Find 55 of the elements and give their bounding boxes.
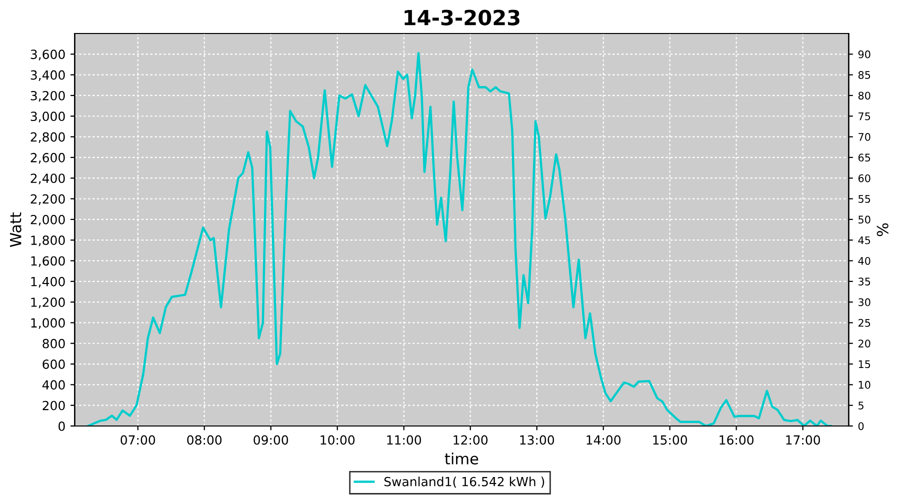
y-tick-label: 600 xyxy=(42,360,65,369)
y-tick-label: 400 xyxy=(42,380,65,390)
x-tick-label: 17:00 xyxy=(786,435,820,445)
x-axis-title: time xyxy=(444,452,478,465)
chart-title: 14-3-2023 xyxy=(404,10,520,26)
y-tick-label: 200 xyxy=(42,400,65,410)
y2-tick-label: 10 xyxy=(858,380,870,389)
x-tick-label: 15:00 xyxy=(653,435,688,445)
y2-tick-label: 70 xyxy=(858,133,870,141)
x-tick-label: 09:00 xyxy=(254,435,288,445)
legend-label: Swanland1( 16.542 kWh ) xyxy=(384,476,544,488)
y2-tick-label: 15 xyxy=(858,360,870,368)
x-tick-label: 13:00 xyxy=(520,435,554,445)
x-tick-label: 07:00 xyxy=(120,435,156,445)
y2-tick-label: 85 xyxy=(858,71,870,79)
y2-tick-label: 35 xyxy=(858,278,870,286)
y-tick-label: 1,600 xyxy=(31,256,65,267)
y2-tick-label: 30 xyxy=(858,298,870,306)
y-tick-label: 3,200 xyxy=(30,90,65,102)
x-tick-label: 11:00 xyxy=(387,435,422,445)
y2-tick-label: 80 xyxy=(858,92,870,100)
y2-axis-title: % xyxy=(876,223,888,236)
x-tick-label: 14:00 xyxy=(586,435,621,445)
y-tick-label: 1,200 xyxy=(31,298,65,308)
x-tick-label: 16:00 xyxy=(720,435,754,445)
y2-tick-label: 75 xyxy=(858,112,870,120)
y-tick-label: 2,400 xyxy=(30,174,65,184)
y2-tick-label: 65 xyxy=(858,154,870,162)
y-tick-label: 2,200 xyxy=(30,194,65,205)
x-tick-label: 10:00 xyxy=(320,435,355,445)
y-tick-label: 3,000 xyxy=(30,112,65,122)
y-tick-label: 1,400 xyxy=(31,276,65,288)
y-tick-label: 2,600 xyxy=(30,152,65,164)
y2-tick-label: 45 xyxy=(858,236,870,244)
y2-tick-label: 25 xyxy=(858,318,870,327)
y2-tick-label: 0 xyxy=(858,422,864,430)
y2-tick-label: 55 xyxy=(858,195,870,203)
y-tick-label: 2,800 xyxy=(30,132,65,143)
y-tick-label: 1,000 xyxy=(31,318,65,329)
x-tick-label: 12:00 xyxy=(454,435,488,445)
y2-tick-label: 5 xyxy=(858,402,864,410)
y-tick-label: 3,600 xyxy=(30,50,65,60)
y-tick-label: 1,800 xyxy=(31,236,65,246)
x-tick-label: 08:00 xyxy=(187,435,222,445)
y-tick-label: 3,400 xyxy=(30,70,65,82)
y-tick-label: 2,000 xyxy=(30,214,65,226)
y-tick-label: 0 xyxy=(58,421,65,431)
y2-tick-label: 60 xyxy=(858,174,870,182)
line-series xyxy=(86,52,832,426)
y-tick-label: 800 xyxy=(42,338,65,348)
y2-tick-label: 90 xyxy=(858,50,870,58)
y-axis-title: Watt xyxy=(10,212,22,247)
y2-tick-label: 50 xyxy=(858,216,870,224)
y2-tick-label: 20 xyxy=(858,340,870,348)
y2-tick-label: 40 xyxy=(858,256,870,265)
